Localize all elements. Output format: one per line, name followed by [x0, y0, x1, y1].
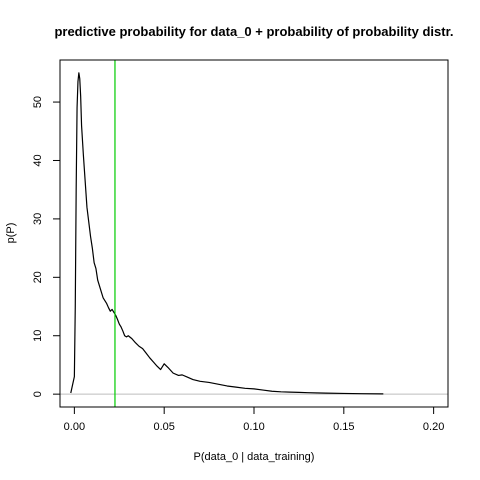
x-tick-label: 0.15 [333, 421, 354, 433]
x-tick-label: 0.00 [64, 421, 85, 433]
y-tick-label: 0 [32, 391, 44, 397]
y-tick-label: 40 [32, 154, 44, 166]
y-tick-label: 30 [32, 213, 44, 225]
x-tick-label: 0.20 [423, 421, 444, 433]
x-tick-label: 0.05 [153, 421, 174, 433]
y-tick-label: 10 [32, 330, 44, 342]
y-tick-label: 20 [32, 271, 44, 283]
density-line-series-0 [70, 72, 384, 395]
plot-marks [60, 60, 448, 407]
y-axis: 0 10 20 30 40 50 [32, 96, 61, 397]
x-tick-label: 0.10 [243, 421, 264, 433]
y-axis-label: p(P) [5, 223, 17, 244]
chart-title: predictive probability for data_0 + prob… [54, 24, 453, 39]
x-axis-label: P(data_0 | data_training) [194, 451, 315, 463]
y-tick-label: 50 [32, 96, 44, 108]
x-axis: 0.00 0.05 0.10 0.15 0.20 [64, 406, 444, 433]
plot-frame [59, 59, 449, 408]
